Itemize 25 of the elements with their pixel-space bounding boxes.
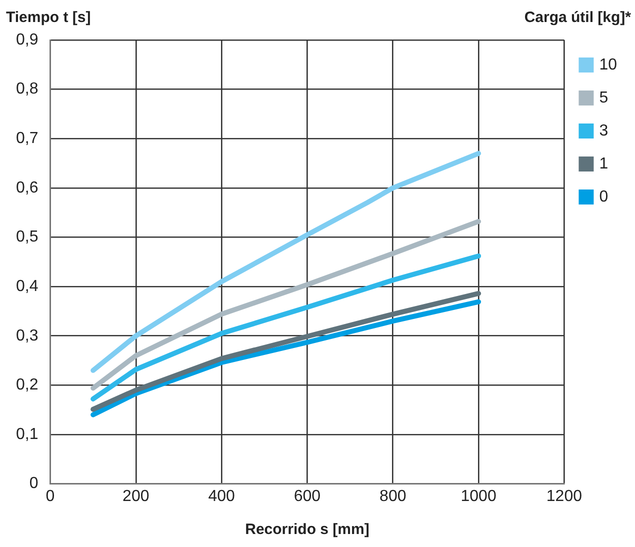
y-tick-label: 0,1 (16, 426, 38, 443)
legend-label: 1 (599, 155, 608, 172)
y-tick-label: 0 (29, 475, 38, 492)
x-tick-label: 1000 (460, 488, 496, 505)
y-axis-title: Tiempo t [s] (6, 9, 91, 26)
x-axis-title: Recorrido s [mm] (245, 521, 370, 538)
x-tick-label: 800 (380, 488, 406, 505)
legend-label: 0 (599, 188, 608, 206)
y-tick-label: 0,2 (16, 376, 38, 394)
y-tick-label: 0,9 (16, 31, 38, 48)
y-tick-label: 0,5 (16, 228, 38, 246)
x-tick-label: 1200 (546, 488, 582, 505)
x-tick-label: 200 (122, 488, 150, 505)
y-tick-label: 0,3 (16, 327, 38, 344)
x-tick-label: 0 (46, 488, 55, 505)
legend-label: 10 (599, 56, 618, 74)
legend-label: 3 (599, 122, 608, 140)
y-tick-label: 0,4 (16, 278, 38, 295)
y-tick-label: 0,6 (16, 179, 38, 196)
y-tick-label: 0,7 (16, 130, 38, 148)
y-tick-label: 0,8 (16, 80, 38, 98)
x-tick-label: 600 (294, 488, 321, 505)
x-tick-label: 400 (208, 488, 236, 505)
legend-title: Carga útil [kg]* (524, 9, 632, 26)
legend-label: 5 (599, 89, 608, 106)
